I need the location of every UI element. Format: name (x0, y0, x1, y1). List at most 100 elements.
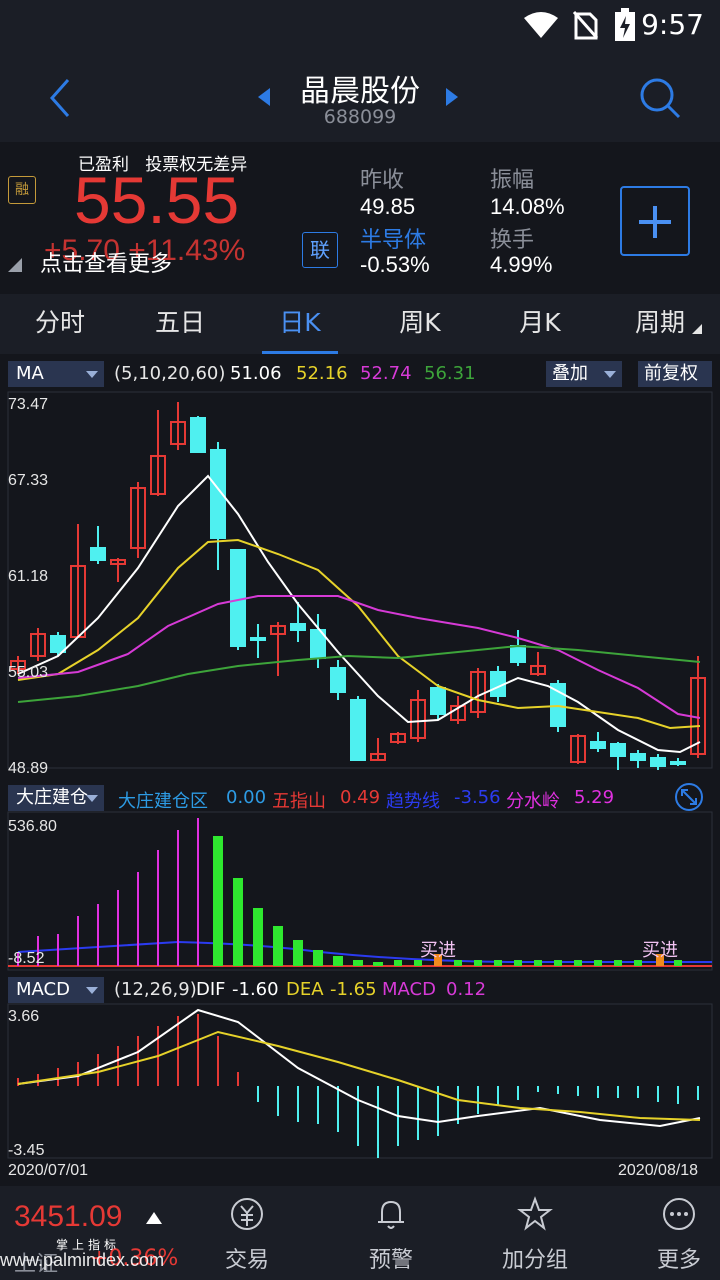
tab-five-day[interactable]: 五日 (154, 308, 205, 337)
dea-line (17, 1030, 701, 1121)
candles (10, 402, 706, 770)
ma-legend: MA (5,10,20,60) 51.06 52.16 52.74 56.31 … (0, 358, 720, 388)
index-up-arrow-icon (146, 1212, 162, 1224)
last-price: 55.55 (74, 163, 240, 237)
indicator-bar-green (353, 960, 363, 966)
back-icon[interactable] (40, 74, 80, 122)
nav-add-group[interactable]: 加分组 (480, 1196, 590, 1274)
star-icon (517, 1196, 553, 1231)
overlay-button[interactable]: 叠加 (546, 361, 622, 387)
watermark-brand: 掌上指标 (56, 1238, 121, 1252)
wifi-icon (524, 12, 558, 38)
macd-axis-max: 3.66 (8, 1008, 40, 1025)
indicator-bar-small (454, 960, 462, 966)
indicator-label-1: 大庄建仓区 (118, 791, 208, 812)
search-icon[interactable] (636, 74, 684, 122)
status-bar: 9:57 (0, 0, 720, 50)
candle-body (330, 667, 346, 693)
stock-tags: 已盈利 投票权无差异 (78, 150, 247, 175)
index-value[interactable]: 3451.09 (14, 1200, 123, 1233)
sector-change: -0.53% (360, 252, 430, 277)
nav-trade-label: 交易 (224, 1248, 269, 1273)
indicator-bars (8, 818, 712, 967)
quote-panel: 融 已盈利 投票权无差异 55.55 +5.70 +11.43% 点击查看更多 … (0, 142, 720, 290)
indicator-bar-small (414, 960, 422, 966)
ma20-line (17, 595, 701, 719)
macd-legend: MACD (12,26,9) DIF -1.60 DEA -1.65 MACD … (0, 974, 720, 1004)
indicator-bar-green (313, 950, 323, 966)
candle-body (510, 645, 526, 663)
candle-body (650, 757, 666, 767)
indicator-value-4: 5.29 (574, 787, 615, 808)
nav-more-label: 更多 (656, 1248, 701, 1273)
index-change: +0.36% (90, 1246, 179, 1271)
price-axis-2: 67.33 (8, 472, 49, 489)
macd-params: (12,26,9) (114, 979, 197, 1000)
dea-label: DEA (286, 979, 324, 1000)
candlestick-chart[interactable] (0, 356, 720, 1182)
nav-alert-label: 预警 (368, 1248, 413, 1273)
fullscreen-icon[interactable] (672, 782, 706, 812)
prev-stock-arrow[interactable] (258, 88, 270, 106)
macd-axis-min: -3.45 (8, 1142, 45, 1159)
trade-icon (231, 1198, 263, 1230)
adjust-button[interactable]: 前复权 (638, 361, 712, 387)
candle-body (370, 753, 386, 761)
tag-profit: 已盈利 (78, 155, 129, 175)
candle-body (350, 699, 366, 761)
indicator-value-2: 0.49 (340, 787, 381, 808)
candle-body (270, 625, 286, 635)
candle-body (90, 547, 106, 561)
indicator-bar-small (534, 960, 542, 966)
indicator-axis-min: -8.52 (8, 950, 45, 967)
indicator-bar-green (233, 878, 243, 966)
price-axis-max: 73.47 (8, 396, 49, 413)
candle-body (50, 635, 66, 653)
candle-body (110, 559, 126, 565)
ma-params: (5,10,20,60) (114, 363, 226, 384)
prev-close-label: 昨收 (360, 168, 405, 193)
nav-trade[interactable]: 交易 (192, 1196, 302, 1274)
next-stock-arrow[interactable] (446, 88, 458, 106)
period-tabs: 分时 五日 日K 周K 月K 周期 (0, 294, 720, 354)
price-axis-3: 61.18 (8, 568, 49, 585)
indicator-bar-green (213, 836, 223, 966)
amplitude-value: 14.08% (490, 194, 565, 219)
nav-more[interactable]: 更多 (624, 1196, 720, 1274)
candle-body (170, 421, 186, 445)
candle-body (610, 743, 626, 757)
chart-area: MA (5,10,20,60) 51.06 52.16 52.74 56.31 … (0, 356, 720, 1182)
dif-label: DIF (196, 979, 226, 1000)
price-change: +5.70 +11.43% (44, 234, 246, 267)
price-axis-min: 48.89 (8, 760, 49, 777)
ma-lines (17, 474, 701, 754)
indicator-axis-max: 536.80 (8, 818, 57, 835)
price-axis-4: 55.03 (8, 664, 49, 681)
ma20-value: 52.74 (360, 363, 412, 384)
ma-selector[interactable]: MA (8, 361, 104, 387)
sector-label[interactable]: 半导体 (360, 228, 427, 253)
watermark-site: www.palmindex.com (0, 1250, 165, 1270)
tab-weekly-k[interactable]: 周K (399, 308, 441, 337)
linked-badge[interactable]: 联 (302, 232, 338, 268)
margin-trading-badge: 融 (8, 176, 36, 204)
indicator-bar-small (634, 960, 642, 966)
nav-alert[interactable]: 预警 (336, 1196, 446, 1274)
indicator-value-1: 0.00 (226, 787, 267, 808)
overlay-label: 叠加 (552, 363, 588, 384)
add-watchlist-button[interactable] (620, 186, 690, 256)
indicator-label-2: 五指山 (272, 791, 326, 812)
buy-marker (434, 954, 442, 966)
tab-period[interactable]: 周期 (600, 294, 720, 354)
ma10-value: 52.16 (296, 363, 348, 384)
tab-monthly-k[interactable]: 月K (519, 308, 561, 337)
expand-corner-icon (8, 258, 22, 272)
view-more-link[interactable]: 点击查看更多 (40, 252, 173, 277)
nav-add-group-label: 加分组 (501, 1248, 568, 1273)
tab-intraday[interactable]: 分时 (34, 308, 85, 337)
indicator-bar-small (574, 960, 582, 966)
indicator-selector[interactable]: 大庄建仓 (8, 785, 104, 811)
candle-body (430, 687, 446, 715)
macd-selector[interactable]: MACD (8, 977, 104, 1003)
tab-daily-k[interactable]: 日K (240, 294, 360, 354)
